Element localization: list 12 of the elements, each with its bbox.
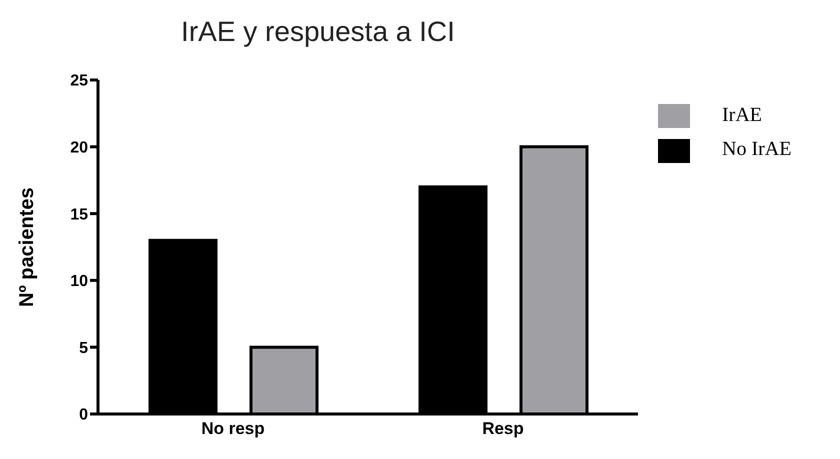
y-tick-label: 15 [70, 206, 88, 224]
y-tick-label: 0 [79, 406, 88, 424]
chart-title: IrAE y respuesta a ICI [180, 16, 456, 48]
y-axis-title: Nº pacientes [16, 187, 38, 307]
y-tick-label: 5 [79, 340, 88, 357]
x-tick-label: No resp [201, 419, 265, 438]
y-tick-label: 10 [70, 273, 88, 290]
y-tick-label: 25 [70, 72, 88, 90]
y-tick-label: 20 [70, 139, 88, 156]
legend-label: No IrAE [722, 138, 792, 160]
legend-label: IrAE [722, 104, 762, 126]
x-tick-label: Resp [482, 419, 524, 438]
